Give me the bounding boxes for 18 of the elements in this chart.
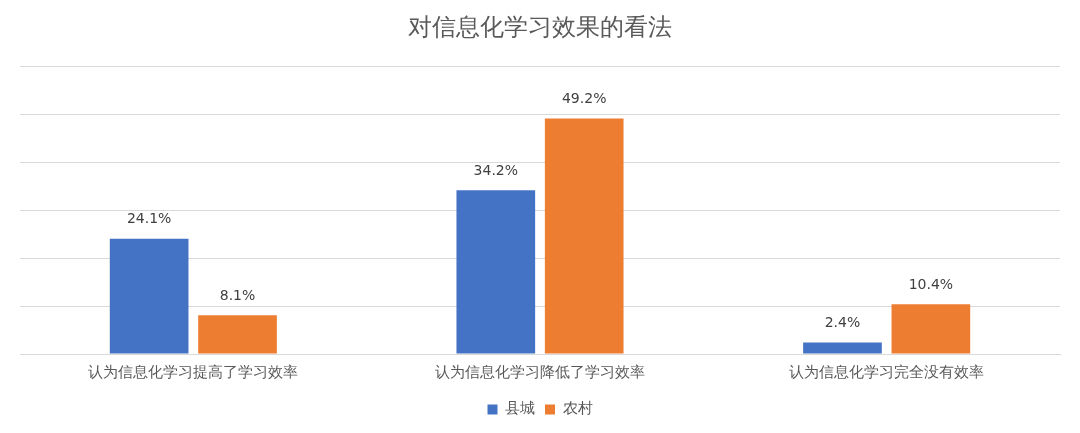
- data-label: 34.2%: [473, 161, 519, 178]
- data-label: 10.4%: [908, 275, 954, 292]
- data-label: 8.1%: [219, 286, 256, 303]
- x-tick-label: 认为信息化学习提高了学习效率: [88, 362, 299, 381]
- bar: [109, 238, 189, 354]
- data-label: 2.4%: [824, 314, 861, 331]
- chart-title: 对信息化学习效果的看法: [408, 12, 672, 41]
- data-label: 49.2%: [561, 90, 607, 107]
- bar: [544, 118, 624, 354]
- legend-label: 农村: [562, 399, 593, 418]
- bar: [456, 190, 536, 354]
- bar: [198, 315, 277, 354]
- x-tick-label: 认为信息化学习降低了学习效率: [435, 362, 645, 381]
- legend-label: 县城: [505, 399, 535, 418]
- x-tick-label: 认为信息化学习完全没有效率: [789, 362, 985, 381]
- bar: [891, 304, 971, 354]
- bar: [803, 342, 882, 354]
- data-label: 24.1%: [126, 210, 172, 227]
